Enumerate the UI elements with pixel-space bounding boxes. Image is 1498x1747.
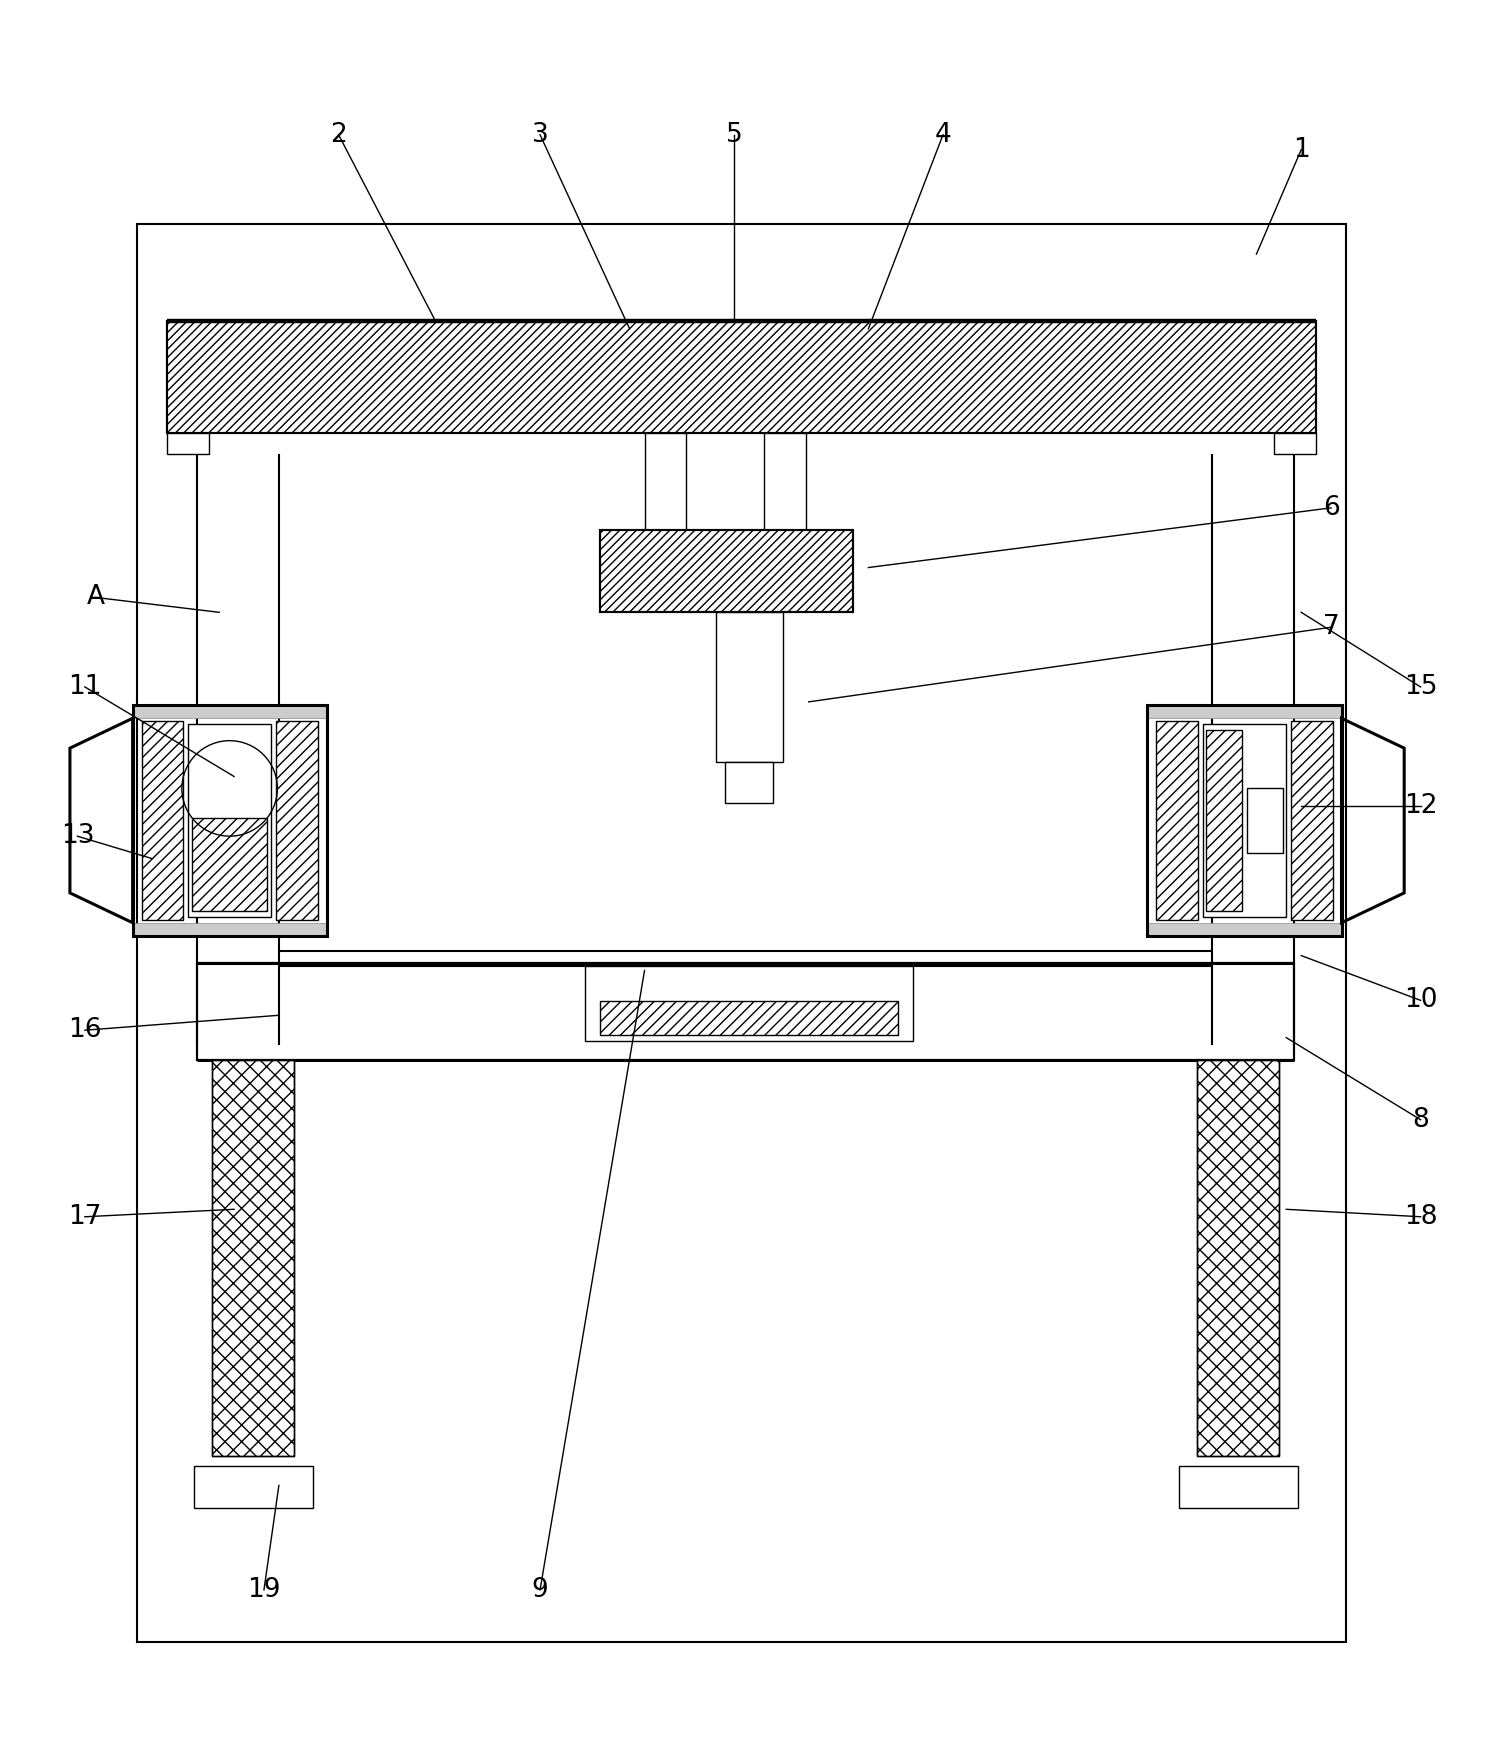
Bar [166, 321, 1317, 433]
Text: 16: 16 [67, 1017, 102, 1043]
Text: 13: 13 [60, 823, 94, 849]
Bar [1179, 1466, 1299, 1508]
Bar [764, 433, 806, 531]
Bar [1291, 722, 1333, 919]
Bar [133, 704, 327, 718]
Bar [1275, 433, 1317, 454]
Bar [133, 704, 327, 936]
Bar [211, 1060, 294, 1455]
Bar [193, 1466, 313, 1508]
Text: 8: 8 [1413, 1108, 1429, 1132]
Bar [599, 531, 854, 611]
Bar [599, 1001, 899, 1034]
Bar [584, 966, 914, 1041]
Text: 2: 2 [330, 122, 348, 148]
Bar [1147, 922, 1342, 936]
Bar [166, 433, 208, 454]
Bar [196, 963, 1294, 1060]
Bar [1206, 730, 1242, 910]
Bar [1147, 704, 1342, 936]
Text: 9: 9 [532, 1578, 548, 1604]
Bar [142, 722, 183, 919]
Bar [1156, 722, 1198, 919]
Bar [133, 922, 327, 936]
Bar [644, 433, 686, 531]
Bar [1197, 1060, 1279, 1455]
Bar [725, 762, 773, 804]
Text: 3: 3 [532, 122, 548, 148]
Bar [138, 224, 1347, 1642]
Bar [1203, 725, 1287, 917]
Text: 7: 7 [1323, 615, 1339, 639]
Bar [1248, 788, 1284, 853]
Bar [1197, 1060, 1279, 1455]
Bar [276, 722, 318, 919]
Text: 1: 1 [1293, 136, 1309, 162]
Text: 19: 19 [247, 1578, 280, 1604]
Bar [211, 1060, 294, 1455]
Text: 6: 6 [1323, 494, 1339, 521]
Text: 15: 15 [1404, 674, 1438, 701]
Text: 4: 4 [935, 122, 951, 148]
Text: 17: 17 [67, 1204, 102, 1230]
Bar [187, 725, 271, 917]
Text: 12: 12 [1404, 793, 1438, 819]
Text: 18: 18 [1404, 1204, 1438, 1230]
Bar [166, 321, 1317, 433]
Text: A: A [87, 585, 105, 610]
Bar [1147, 704, 1342, 718]
Bar [196, 963, 1294, 1060]
Bar [716, 611, 783, 762]
Text: 5: 5 [725, 122, 743, 148]
Bar [192, 818, 267, 910]
Text: 11: 11 [67, 674, 102, 701]
Text: 10: 10 [1404, 987, 1438, 1013]
Bar [599, 531, 854, 611]
